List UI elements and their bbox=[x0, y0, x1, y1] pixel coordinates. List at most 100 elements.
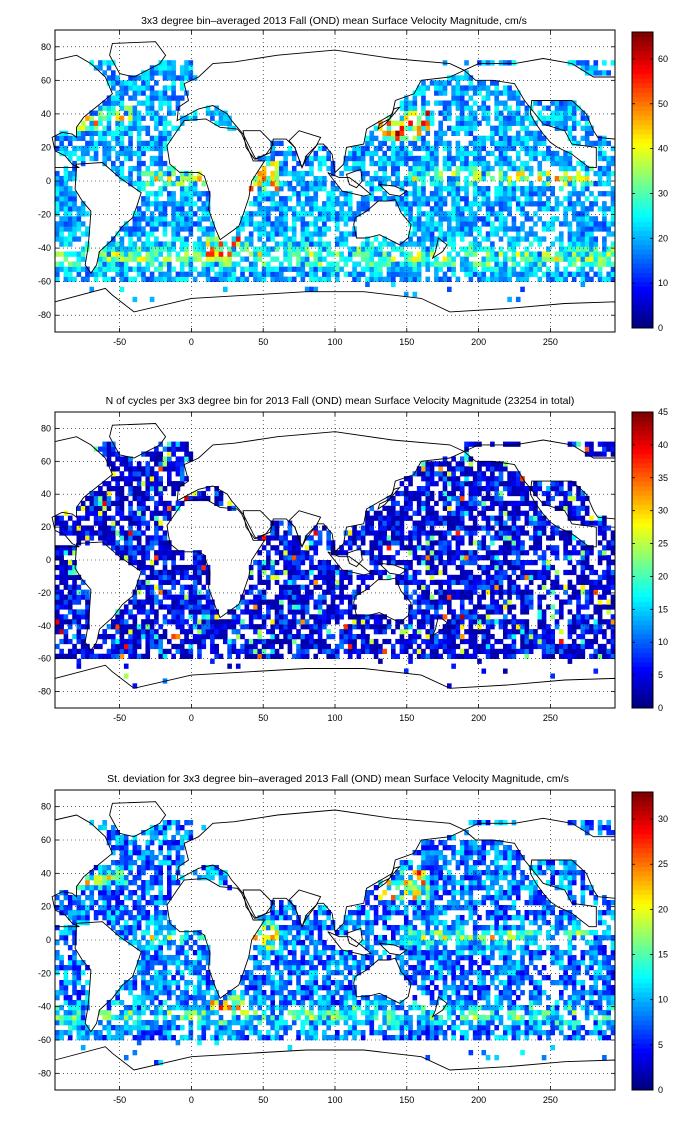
heatmap-cell bbox=[606, 624, 611, 630]
heatmap-cell bbox=[571, 246, 577, 252]
heatmap-cell bbox=[593, 251, 599, 257]
heatmap-cell bbox=[158, 135, 163, 142]
heatmap-cell bbox=[274, 634, 280, 640]
heatmap-cell bbox=[580, 555, 586, 561]
heatmap-cell bbox=[313, 226, 319, 232]
heatmap-cell bbox=[335, 266, 340, 272]
heatmap-cell bbox=[145, 643, 151, 650]
heatmap-cell bbox=[205, 211, 211, 217]
heatmap-cell bbox=[481, 555, 487, 561]
heatmap-cell bbox=[378, 569, 383, 576]
heatmap-cell bbox=[571, 638, 577, 645]
heatmap-cell bbox=[481, 236, 487, 242]
heatmap-cell bbox=[132, 653, 138, 659]
heatmap-cell bbox=[597, 191, 603, 197]
heatmap-cell bbox=[593, 221, 599, 227]
heatmap-cell bbox=[373, 629, 379, 635]
heatmap-cell bbox=[610, 579, 616, 585]
heatmap-cell bbox=[257, 236, 263, 242]
heatmap-cell bbox=[188, 231, 194, 237]
heatmap-cell bbox=[434, 614, 439, 620]
heatmap-cell bbox=[597, 165, 603, 172]
heatmap-cell bbox=[606, 589, 611, 595]
heatmap-cell bbox=[171, 221, 176, 227]
heatmap-cell bbox=[533, 643, 538, 650]
heatmap-cell bbox=[270, 569, 275, 576]
heatmap-cell bbox=[55, 629, 60, 635]
heatmap-cell bbox=[554, 594, 560, 600]
heatmap-cell bbox=[214, 241, 219, 247]
heatmap-cell bbox=[494, 555, 499, 561]
heatmap-cell bbox=[322, 638, 327, 645]
heatmap-cell bbox=[382, 191, 387, 197]
heatmap-cell bbox=[300, 186, 306, 192]
heatmap-cell bbox=[188, 589, 194, 595]
heatmap-cell bbox=[313, 271, 319, 277]
heatmap-cell bbox=[391, 160, 396, 167]
heatmap-cell bbox=[304, 599, 310, 605]
heatmap-cell bbox=[136, 100, 142, 106]
heatmap-cell bbox=[253, 604, 258, 610]
heatmap-cell bbox=[128, 85, 133, 91]
heatmap-cell bbox=[167, 135, 172, 142]
heatmap-cell bbox=[261, 186, 267, 192]
heatmap-cell bbox=[149, 619, 155, 625]
heatmap-cell bbox=[498, 266, 504, 272]
heatmap-cell bbox=[63, 216, 69, 222]
heatmap-cell bbox=[356, 261, 362, 267]
heatmap-cell bbox=[520, 540, 525, 546]
heatmap-cell bbox=[429, 191, 435, 197]
heatmap-cell bbox=[520, 619, 525, 625]
heatmap-cell bbox=[434, 276, 439, 282]
heatmap-cell bbox=[59, 221, 64, 227]
heatmap-cell bbox=[391, 271, 396, 277]
heatmap-cell bbox=[162, 135, 168, 142]
heatmap-cell bbox=[438, 120, 443, 126]
heatmap-cell bbox=[322, 246, 327, 252]
heatmap-cell bbox=[485, 634, 491, 640]
heatmap-cell bbox=[576, 120, 581, 126]
heatmap-cell bbox=[63, 629, 69, 635]
heatmap-cell bbox=[279, 594, 284, 600]
heatmap-cell bbox=[520, 221, 525, 227]
heatmap-cell bbox=[451, 226, 456, 232]
heatmap-cell bbox=[593, 246, 599, 252]
heatmap-cell bbox=[606, 261, 611, 267]
heatmap-cell bbox=[339, 550, 344, 556]
heatmap-cell bbox=[455, 624, 461, 630]
heatmap-cell bbox=[554, 550, 560, 556]
heatmap-cell bbox=[416, 186, 422, 192]
heatmap-cell bbox=[266, 251, 271, 257]
heatmap-cell bbox=[442, 256, 448, 262]
heatmap-cell bbox=[67, 584, 73, 590]
heatmap-cell bbox=[167, 95, 172, 101]
heatmap-cell bbox=[537, 186, 543, 192]
heatmap-cell bbox=[261, 535, 267, 541]
heatmap-cell bbox=[231, 266, 237, 272]
heatmap-cell bbox=[416, 241, 422, 247]
heatmap-cell bbox=[149, 135, 155, 142]
heatmap-cell bbox=[85, 125, 90, 131]
heatmap-cell bbox=[360, 160, 366, 167]
heatmap-cell bbox=[515, 648, 521, 655]
heatmap-cell bbox=[210, 221, 215, 227]
heatmap-cell bbox=[141, 170, 146, 177]
colorbar-segment bbox=[632, 45, 653, 51]
heatmap-cell bbox=[481, 535, 487, 541]
heatmap-cell bbox=[210, 266, 215, 272]
heatmap-cell bbox=[511, 629, 517, 635]
heatmap-cell bbox=[335, 569, 340, 576]
heatmap-cell bbox=[472, 120, 478, 126]
heatmap-cell bbox=[554, 155, 560, 162]
heatmap-cell bbox=[481, 266, 487, 272]
heatmap-cell bbox=[287, 629, 293, 635]
heatmap-cell bbox=[468, 535, 474, 541]
heatmap-cell bbox=[266, 181, 271, 187]
heatmap-cell bbox=[197, 246, 202, 252]
heatmap-cell bbox=[559, 241, 564, 247]
heatmap-cell bbox=[136, 545, 142, 551]
heatmap-cell bbox=[597, 604, 603, 610]
heatmap-cell bbox=[179, 246, 185, 252]
heatmap-cell bbox=[360, 175, 366, 182]
heatmap-cell bbox=[274, 181, 280, 187]
